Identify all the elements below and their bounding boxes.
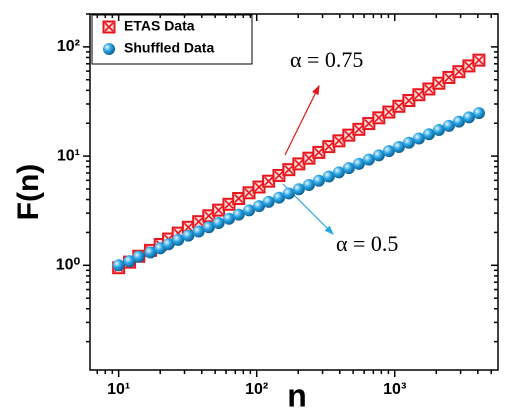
- marker: [322, 140, 336, 154]
- marker: [312, 174, 325, 187]
- marker-x: [274, 170, 284, 181]
- marker: [222, 212, 235, 225]
- marker: [362, 153, 375, 166]
- x-tick-label: 10¹: [107, 381, 130, 398]
- marker: [462, 111, 475, 124]
- marker-x: [404, 95, 414, 106]
- marker: [112, 259, 125, 272]
- marker-x: [344, 130, 354, 140]
- marker-x: [244, 188, 254, 198]
- marker: [332, 166, 345, 179]
- marker: [392, 140, 405, 153]
- marker: [412, 132, 425, 145]
- marker: [322, 170, 335, 183]
- annotation: α = 0.5: [336, 231, 398, 256]
- marker: [243, 204, 256, 217]
- series: [112, 107, 485, 272]
- marker: [202, 221, 215, 234]
- marker: [182, 229, 195, 242]
- marker-x: [424, 84, 434, 94]
- x-axis-label: n: [287, 377, 307, 413]
- marker-x: [104, 22, 114, 32]
- marker-x: [204, 211, 214, 221]
- marker-x: [444, 72, 454, 83]
- marker-x: [264, 176, 274, 186]
- x-tick-label: 10³: [383, 381, 406, 398]
- annotation: α = 0.75: [290, 47, 363, 72]
- marker: [144, 246, 157, 259]
- marker-x: [224, 199, 234, 209]
- marker-x: [354, 124, 364, 134]
- marker-x: [454, 67, 464, 77]
- marker: [172, 233, 185, 246]
- marker: [162, 238, 175, 251]
- marker: [352, 157, 365, 170]
- legend: [91, 14, 253, 65]
- marker-x: [474, 55, 484, 65]
- marker: [432, 124, 445, 137]
- marker-x: [324, 142, 334, 152]
- marker: [232, 208, 245, 221]
- legend-label: Shuffled Data: [124, 40, 214, 56]
- marker-x: [194, 217, 204, 227]
- marker: [472, 107, 485, 120]
- marker-x: [234, 193, 244, 204]
- marker: [382, 145, 395, 158]
- marker: [292, 183, 305, 196]
- marker: [302, 178, 315, 191]
- legend-label: ETAS Data: [124, 18, 195, 34]
- marker: [442, 119, 455, 132]
- marker: [372, 149, 385, 162]
- marker-x: [294, 159, 304, 169]
- marker-x: [374, 113, 384, 123]
- marker-x: [434, 78, 444, 88]
- marker-x: [464, 61, 474, 71]
- marker: [472, 53, 486, 67]
- marker: [192, 225, 205, 238]
- x-tick-label: 10²: [245, 381, 268, 398]
- marker: [402, 136, 415, 149]
- y-tick-label: 10¹: [57, 147, 80, 164]
- marker-x: [314, 147, 324, 157]
- arrow: [284, 84, 320, 156]
- marker: [452, 115, 465, 128]
- marker-x: [384, 107, 394, 117]
- marker-x: [214, 205, 224, 215]
- marker: [123, 255, 136, 268]
- marker: [342, 162, 355, 175]
- marker: [102, 20, 116, 34]
- marker: [253, 200, 266, 213]
- marker-x: [414, 90, 424, 100]
- marker: [212, 216, 225, 229]
- marker-x: [254, 182, 264, 192]
- marker: [272, 191, 285, 204]
- marker-x: [284, 165, 294, 175]
- marker-x: [183, 222, 193, 232]
- y-axis-label: F(n): [12, 164, 45, 221]
- marker: [103, 43, 115, 55]
- marker-x: [334, 136, 344, 146]
- y-tick-label: 10²: [57, 38, 80, 55]
- marker-x: [364, 119, 374, 129]
- marker: [422, 128, 435, 141]
- marker: [282, 187, 295, 200]
- marker: [262, 174, 276, 188]
- plot-frame: [89, 13, 499, 371]
- marker-x: [304, 153, 314, 163]
- marker: [262, 195, 275, 208]
- marker: [232, 191, 246, 205]
- marker: [132, 250, 145, 263]
- y-tick-label: 10⁰: [56, 257, 81, 274]
- marker-x: [394, 101, 404, 111]
- marker: [212, 203, 226, 217]
